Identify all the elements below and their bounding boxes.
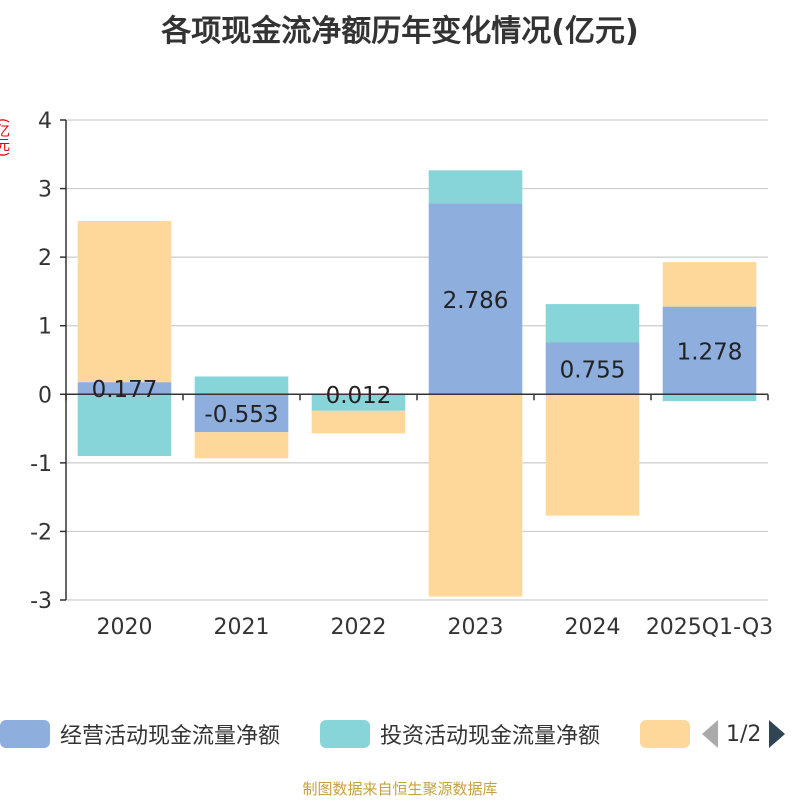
bar-1-4[interactable] bbox=[545, 304, 640, 343]
x-tick-label: 2024 bbox=[565, 615, 621, 640]
source-note: 制图数据来自恒生聚源数据库 bbox=[302, 780, 498, 798]
bar-1-5[interactable] bbox=[662, 394, 757, 402]
chart-plot: 4 3 2 1 0 -1 -2 -3 2020 2021 2022 2023 2024 2025Q1-Q… bbox=[30, 109, 773, 640]
legend-label-investing: 投资活动现金流量净额 bbox=[380, 724, 601, 749]
bar-2-3[interactable] bbox=[428, 394, 523, 597]
y-tick-label: 4 bbox=[38, 109, 52, 134]
data-label: 0.012 bbox=[326, 383, 392, 409]
legend-pager: 1/2 bbox=[702, 716, 786, 752]
data-label: 0.177 bbox=[92, 377, 158, 403]
legend-page-indicator: 1/2 bbox=[726, 721, 762, 747]
legend: 经营活动现金流量净额 投资活动现金流量净额 1/2 bbox=[0, 716, 800, 752]
y-tick-label: 2 bbox=[38, 246, 52, 271]
x-tick-label: 2020 bbox=[97, 615, 153, 640]
legend-swatch-investing bbox=[320, 720, 370, 748]
data-label: -0.553 bbox=[204, 402, 278, 428]
legend-item-investing[interactable]: 投资活动现金流量净额 bbox=[320, 716, 600, 752]
bar-0-3[interactable] bbox=[428, 203, 523, 395]
y-tick-label: 0 bbox=[38, 383, 52, 408]
x-tick-label: 2023 bbox=[448, 615, 504, 640]
legend-swatch-operating bbox=[0, 720, 50, 748]
bar-1-3[interactable] bbox=[428, 170, 523, 204]
y-tick-label: 1 bbox=[38, 315, 52, 340]
data-label: 2.786 bbox=[443, 288, 509, 314]
bar-0-0[interactable] bbox=[77, 382, 172, 395]
legend-next-icon[interactable] bbox=[769, 720, 786, 748]
y-tick-label: 3 bbox=[38, 178, 52, 203]
bar-2-0[interactable] bbox=[77, 221, 172, 383]
legend-prev-icon[interactable] bbox=[702, 720, 718, 748]
bar-2-2[interactable] bbox=[311, 410, 406, 434]
legend-item-operating[interactable]: 经营活动现金流量净额 bbox=[0, 716, 280, 752]
legend-label-operating: 经营活动现金流量净额 bbox=[60, 724, 281, 749]
bar-2-1[interactable] bbox=[194, 432, 289, 459]
legend-swatch-financing bbox=[640, 720, 690, 748]
y-tick-label: -1 bbox=[30, 452, 52, 477]
bar-0-4[interactable] bbox=[545, 342, 640, 395]
data-label: 0.755 bbox=[560, 357, 626, 383]
bar-0-5[interactable] bbox=[662, 306, 757, 395]
bar-0-1[interactable] bbox=[194, 394, 289, 433]
y-axis-label: (亿元) bbox=[0, 118, 10, 157]
x-tick-label: 2022 bbox=[331, 615, 387, 640]
legend-item-financing[interactable] bbox=[640, 716, 690, 752]
bar-1-0[interactable] bbox=[77, 394, 172, 456]
bar-2-4[interactable] bbox=[545, 394, 640, 516]
bar-2-5[interactable] bbox=[662, 262, 757, 307]
data-label: 1.278 bbox=[677, 339, 743, 365]
y-tick-label: -2 bbox=[30, 520, 52, 545]
chart-title: 各项现金流净额历年变化情况(亿元) bbox=[161, 14, 639, 49]
x-tick-label: 2021 bbox=[214, 615, 270, 640]
y-tick-label: -3 bbox=[30, 589, 52, 614]
bar-1-2[interactable] bbox=[311, 394, 406, 411]
bar-1-1[interactable] bbox=[194, 376, 289, 395]
x-tick-label: 2025Q1-Q3 bbox=[646, 615, 773, 640]
